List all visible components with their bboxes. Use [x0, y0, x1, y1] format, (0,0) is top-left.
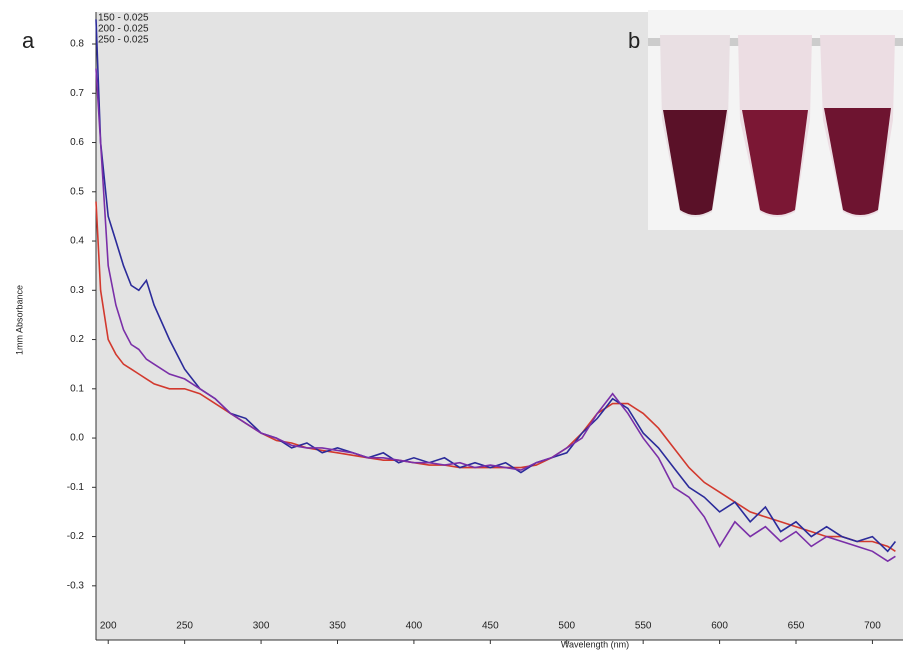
- y-tick-label: 0.8: [70, 39, 84, 50]
- y-tick-label: 0.1: [70, 383, 84, 394]
- y-tick-label: 0.6: [70, 137, 84, 148]
- legend-label: 200 - 0.025: [98, 24, 149, 35]
- tube: [660, 35, 730, 217]
- x-tick-label: 400: [406, 621, 423, 632]
- tube: [820, 35, 895, 217]
- x-tick-label: 700: [864, 621, 881, 632]
- x-tick-label: 350: [329, 621, 346, 632]
- tube: [738, 35, 812, 217]
- x-tick-label: 500: [558, 621, 575, 632]
- legend-label: 150 - 0.025: [98, 13, 149, 24]
- tube-liquid: [824, 108, 891, 215]
- y-tick-label: -0.2: [67, 531, 85, 542]
- x-tick-label: 450: [482, 621, 499, 632]
- inset-photo: [648, 10, 903, 230]
- y-axis-title: 1mm Absorbance: [14, 285, 24, 355]
- y-tick-label: 0.2: [70, 334, 84, 345]
- tube-liquid: [663, 110, 727, 215]
- y-tick-label: 0.4: [70, 236, 84, 247]
- x-tick-label: 300: [253, 621, 270, 632]
- y-tick-label: 0.3: [70, 285, 84, 296]
- y-tick-label: 0.7: [70, 88, 84, 99]
- x-axis-title: Wavelength (nm): [561, 639, 629, 649]
- y-tick-label: -0.1: [67, 482, 85, 493]
- inset-label: b: [628, 28, 640, 53]
- panel-label: a: [22, 28, 35, 53]
- series-line: [95, 68, 896, 563]
- y-tick-label: -0.3: [67, 580, 85, 591]
- x-tick-label: 200: [100, 621, 117, 632]
- y-tick-label: 0.0: [70, 433, 84, 444]
- tube-liquid: [742, 110, 808, 215]
- x-tick-label: 550: [635, 621, 652, 632]
- x-tick-label: 650: [788, 621, 805, 632]
- legend-label: 250 - 0.025: [98, 35, 149, 46]
- x-tick-label: 250: [176, 621, 193, 632]
- y-tick-label: 0.5: [70, 186, 84, 197]
- x-tick-label: 600: [711, 621, 728, 632]
